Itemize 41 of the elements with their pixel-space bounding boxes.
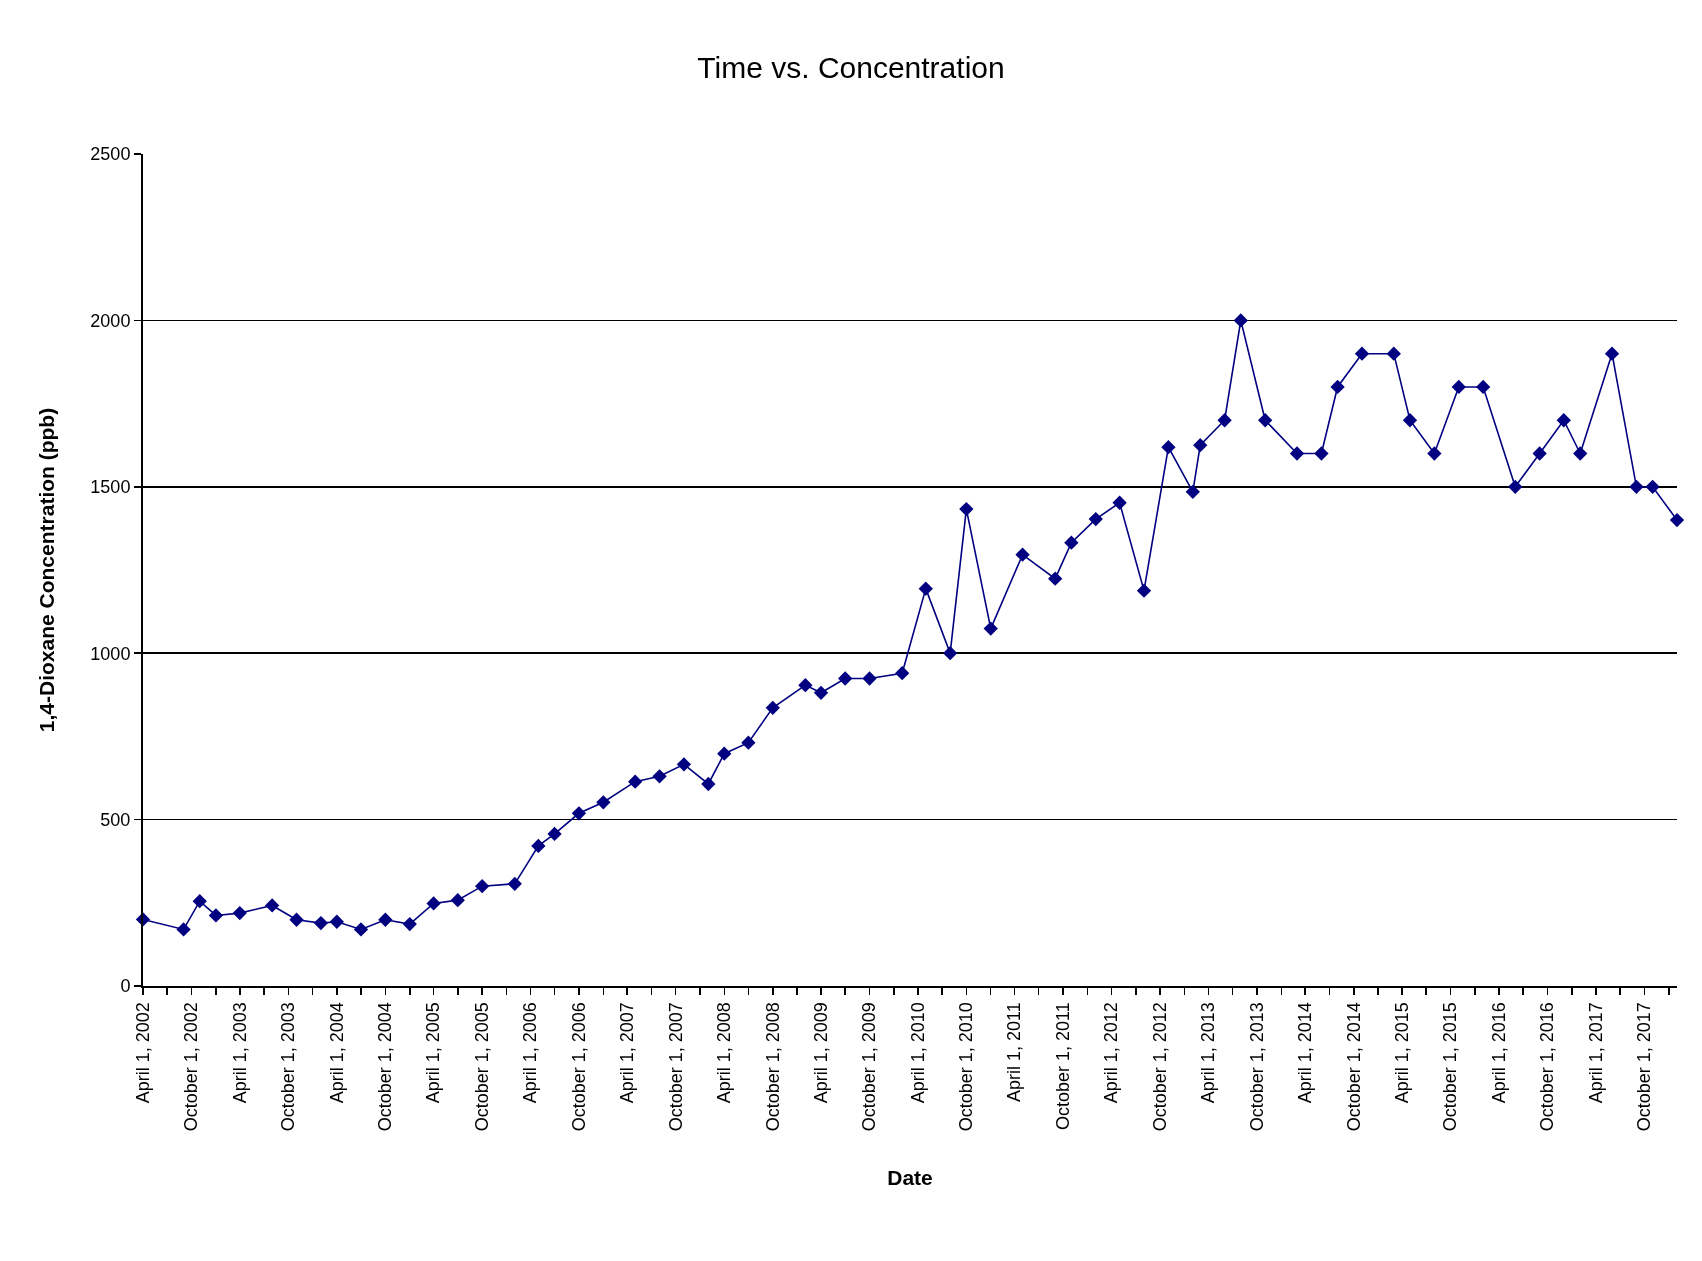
x-tick-label: April 1, 2002 <box>132 1002 153 1104</box>
x-tick-label: April 1, 2006 <box>520 1002 541 1104</box>
x-tick-label: April 1, 2007 <box>617 1002 638 1104</box>
x-tick-label: October 1, 2007 <box>665 1002 686 1132</box>
y-tick-label: 1500 <box>90 477 131 498</box>
x-tick-label: October 1, 2008 <box>762 1002 783 1132</box>
x-tick-label: October 1, 2012 <box>1150 1002 1171 1132</box>
x-tick-label: October 1, 2010 <box>956 1002 977 1132</box>
x-tick-label: April 1, 2005 <box>423 1002 444 1104</box>
x-tick-label: October 1, 2009 <box>859 1002 880 1132</box>
x-tick-label: April 1, 2003 <box>229 1002 250 1104</box>
x-tick-label: April 1, 2017 <box>1585 1002 1606 1104</box>
y-tick-label: 2000 <box>90 310 131 331</box>
x-tick-label: April 1, 2011 <box>1004 1002 1025 1102</box>
x-tick-label: October 1, 2004 <box>375 1002 396 1132</box>
x-tick-label: October 1, 2016 <box>1537 1002 1558 1132</box>
chart-title: Time vs. Concentration <box>697 50 1005 84</box>
x-tick-label: April 1, 2015 <box>1391 1002 1412 1104</box>
x-tick-label: April 1, 2009 <box>810 1002 831 1104</box>
x-tick-label: April 1, 2016 <box>1488 1002 1509 1104</box>
x-tick-label: October 1, 2015 <box>1440 1002 1461 1132</box>
x-tick-label: October 1, 2005 <box>472 1002 492 1132</box>
x-tick-label: October 1, 2003 <box>278 1002 299 1132</box>
x-tick-label: April 1, 2014 <box>1295 1002 1316 1104</box>
y-tick-label: 0 <box>120 976 131 997</box>
x-tick-label: April 1, 2004 <box>326 1002 347 1104</box>
x-tick-label: October 1, 2017 <box>1634 1002 1655 1132</box>
y-axis-title: 1,4-Dioxane Concentration (ppb) <box>35 407 58 733</box>
x-axis-title: Date <box>887 1165 933 1189</box>
x-tick-label: October 1, 2006 <box>568 1002 589 1132</box>
x-tick-label: April 1, 2008 <box>714 1002 735 1104</box>
x-tick-label: October 1, 2002 <box>181 1002 202 1132</box>
x-tick-label: April 1, 2013 <box>1198 1002 1219 1104</box>
x-tick-label: October 1, 2011 <box>1052 1002 1073 1130</box>
x-tick-label: April 1, 2012 <box>1101 1002 1122 1104</box>
x-tick-label: April 1, 2010 <box>907 1002 928 1104</box>
x-tick-label: October 1, 2013 <box>1246 1002 1267 1132</box>
x-tick-label: October 1, 2014 <box>1343 1002 1364 1132</box>
y-tick-label: 2500 <box>90 144 131 165</box>
y-tick-label: 1000 <box>90 643 131 664</box>
y-tick-label: 500 <box>100 809 131 830</box>
